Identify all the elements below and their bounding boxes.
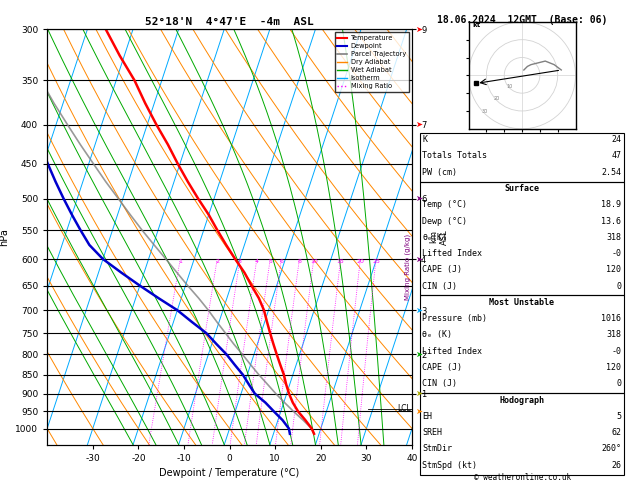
Text: 1: 1 <box>178 259 182 264</box>
Text: 25: 25 <box>372 259 380 264</box>
Text: 260°: 260° <box>601 445 621 453</box>
Text: 62: 62 <box>611 428 621 437</box>
Text: 30: 30 <box>482 109 487 114</box>
Text: -0: -0 <box>611 347 621 356</box>
Text: 20: 20 <box>494 96 500 101</box>
Text: 24: 24 <box>611 135 621 144</box>
Text: 2.54: 2.54 <box>601 168 621 177</box>
Text: 5: 5 <box>616 412 621 421</box>
Text: CAPE (J): CAPE (J) <box>422 363 462 372</box>
X-axis label: Dewpoint / Temperature (°C): Dewpoint / Temperature (°C) <box>160 469 299 478</box>
Text: 0: 0 <box>616 282 621 291</box>
Text: ➤: ➤ <box>415 306 422 315</box>
Legend: Temperature, Dewpoint, Parcel Trajectory, Dry Adiabat, Wet Adiabat, Isotherm, Mi: Temperature, Dewpoint, Parcel Trajectory… <box>335 33 409 92</box>
Text: Mixing Ratio (g/kg): Mixing Ratio (g/kg) <box>404 234 411 300</box>
Text: ➤: ➤ <box>415 407 422 416</box>
Text: PW (cm): PW (cm) <box>422 168 457 177</box>
Text: ➤: ➤ <box>415 25 422 34</box>
Text: 10: 10 <box>506 84 513 89</box>
Text: 8: 8 <box>298 259 301 264</box>
Text: CIN (J): CIN (J) <box>422 380 457 388</box>
Text: 13.6: 13.6 <box>601 217 621 226</box>
Text: ➤: ➤ <box>415 255 422 263</box>
Text: Dewp (°C): Dewp (°C) <box>422 217 467 226</box>
Text: 18.9: 18.9 <box>601 200 621 209</box>
Text: Hodograph: Hodograph <box>499 396 544 405</box>
Text: 3: 3 <box>238 259 242 264</box>
Text: 318: 318 <box>606 233 621 242</box>
Text: θₑ (K): θₑ (K) <box>422 330 452 340</box>
Text: EH: EH <box>422 412 432 421</box>
Text: ➤: ➤ <box>415 350 422 359</box>
Text: ➤: ➤ <box>415 194 422 203</box>
Text: 6: 6 <box>279 259 283 264</box>
Text: 1016: 1016 <box>601 314 621 323</box>
Text: Lifted Index: Lifted Index <box>422 347 482 356</box>
Text: CIN (J): CIN (J) <box>422 282 457 291</box>
Text: 5: 5 <box>268 259 272 264</box>
Text: 18.06.2024  12GMT  (Base: 06): 18.06.2024 12GMT (Base: 06) <box>437 15 607 25</box>
Text: 15: 15 <box>337 259 345 264</box>
Text: kt: kt <box>472 22 481 28</box>
Text: 26: 26 <box>611 461 621 470</box>
Text: -0: -0 <box>611 249 621 258</box>
Text: 120: 120 <box>606 265 621 275</box>
Text: 20: 20 <box>357 259 364 264</box>
Text: Temp (°C): Temp (°C) <box>422 200 467 209</box>
Text: SREH: SREH <box>422 428 442 437</box>
Text: Totals Totals: Totals Totals <box>422 152 487 160</box>
Text: Most Unstable: Most Unstable <box>489 298 554 307</box>
Text: 10: 10 <box>310 259 318 264</box>
Text: 4: 4 <box>255 259 259 264</box>
Y-axis label: hPa: hPa <box>0 228 9 246</box>
Text: StmDir: StmDir <box>422 445 452 453</box>
Y-axis label: km
ASL: km ASL <box>429 229 448 245</box>
Text: ➤: ➤ <box>415 120 422 129</box>
Text: 2: 2 <box>215 259 219 264</box>
Text: 47: 47 <box>611 152 621 160</box>
Text: CAPE (J): CAPE (J) <box>422 265 462 275</box>
Title: 52°18'N  4°47'E  -4m  ASL: 52°18'N 4°47'E -4m ASL <box>145 17 314 27</box>
Text: StmSpd (kt): StmSpd (kt) <box>422 461 477 470</box>
Text: 318: 318 <box>606 330 621 340</box>
Text: 120: 120 <box>606 363 621 372</box>
Text: LCL: LCL <box>397 404 411 413</box>
Text: Surface: Surface <box>504 184 539 193</box>
Text: Lifted Index: Lifted Index <box>422 249 482 258</box>
Text: ➤: ➤ <box>415 389 422 398</box>
Text: © weatheronline.co.uk: © weatheronline.co.uk <box>474 473 571 482</box>
Text: Pressure (mb): Pressure (mb) <box>422 314 487 323</box>
Text: 0: 0 <box>616 380 621 388</box>
Text: K: K <box>422 135 427 144</box>
Text: θₑ(K): θₑ(K) <box>422 233 447 242</box>
